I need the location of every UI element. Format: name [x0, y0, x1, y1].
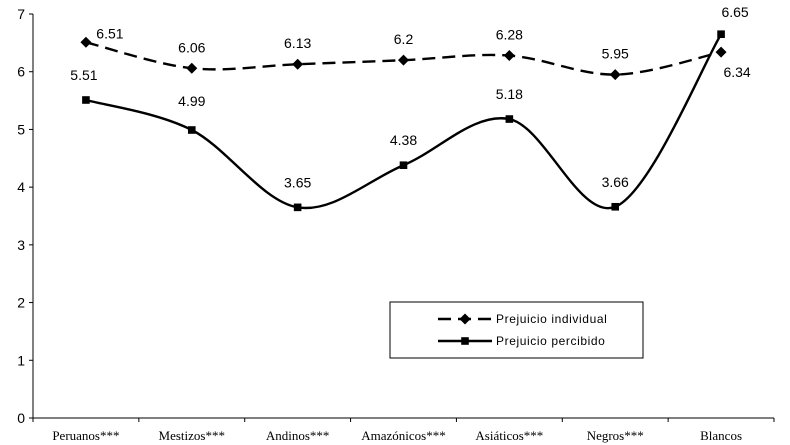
chart-axes — [32, 14, 774, 419]
data-label: 6.34 — [723, 64, 750, 80]
data-label: 5.95 — [602, 46, 629, 62]
data-label: 6.2 — [394, 31, 414, 47]
data-label: 6.13 — [284, 35, 311, 51]
data-point-diamond — [503, 50, 515, 62]
data-point-square — [293, 203, 302, 212]
data-label: 6.06 — [178, 39, 205, 55]
x-tick-label: Andinos*** — [266, 428, 330, 443]
x-tick-label: Blancos — [700, 428, 742, 443]
y-tick-label: 0 — [17, 410, 25, 426]
data-point-square — [399, 161, 408, 170]
data-label: 6.65 — [721, 4, 748, 20]
x-tick-label: Peruanos*** — [52, 428, 119, 443]
y-tick-label: 1 — [17, 352, 25, 368]
data-point-diamond — [186, 62, 198, 74]
x-tick-label: Asiáticos*** — [475, 428, 543, 443]
legend-box — [389, 301, 644, 359]
y-axis-ticks: 0 1 2 3 4 5 6 7 — [17, 6, 33, 426]
y-tick-label: 7 — [17, 6, 25, 22]
data-label: 6.51 — [96, 25, 123, 41]
data-point-diamond — [398, 54, 409, 66]
data-label: 5.51 — [70, 67, 97, 83]
series-markers — [80, 30, 727, 212]
legend-marker-square — [461, 337, 469, 345]
data-point-diamond — [609, 69, 621, 81]
data-point-square — [505, 115, 514, 123]
legend-label: Prejuicio individual — [496, 312, 607, 326]
y-tick-label: 5 — [17, 121, 25, 137]
data-point-square — [717, 30, 725, 38]
data-label: 6.28 — [496, 27, 523, 43]
legend-marker-diamond — [459, 313, 471, 325]
data-point-square — [611, 202, 620, 211]
series-line-prejuicio-percibido — [85, 33, 723, 210]
data-point-diamond — [715, 46, 727, 58]
data-label: 5.18 — [496, 86, 523, 102]
y-tick-label: 3 — [17, 237, 25, 253]
data-point-diamond — [80, 36, 92, 48]
legend-label: Prejuicio percibido — [496, 334, 605, 348]
x-tick-label: Amazónicos*** — [361, 428, 445, 443]
data-point-diamond — [292, 58, 304, 70]
legend: Prejuicio individual Prejuicio percibido — [389, 301, 644, 359]
y-tick-label: 6 — [17, 64, 25, 80]
x-tick-label: Mestizos*** — [159, 428, 225, 443]
data-label: 3.65 — [284, 174, 311, 190]
x-axis-ticks: Peruanos*** Mestizos*** Andinos*** Amazónic… — [32, 418, 775, 443]
data-point-square — [187, 126, 196, 134]
data-label: 4.38 — [390, 132, 417, 148]
y-tick-label: 4 — [17, 179, 25, 195]
data-label: 3.66 — [602, 174, 629, 190]
x-tick-label: Negros*** — [587, 428, 644, 443]
data-label: 4.99 — [178, 93, 205, 109]
data-point-square — [82, 96, 90, 104]
data-labels: 6.51 6.06 6.13 6.2 6.28 5.95 6.34 5.51 4.99 3.65 4… — [70, 4, 751, 190]
y-tick-label: 2 — [17, 295, 25, 311]
